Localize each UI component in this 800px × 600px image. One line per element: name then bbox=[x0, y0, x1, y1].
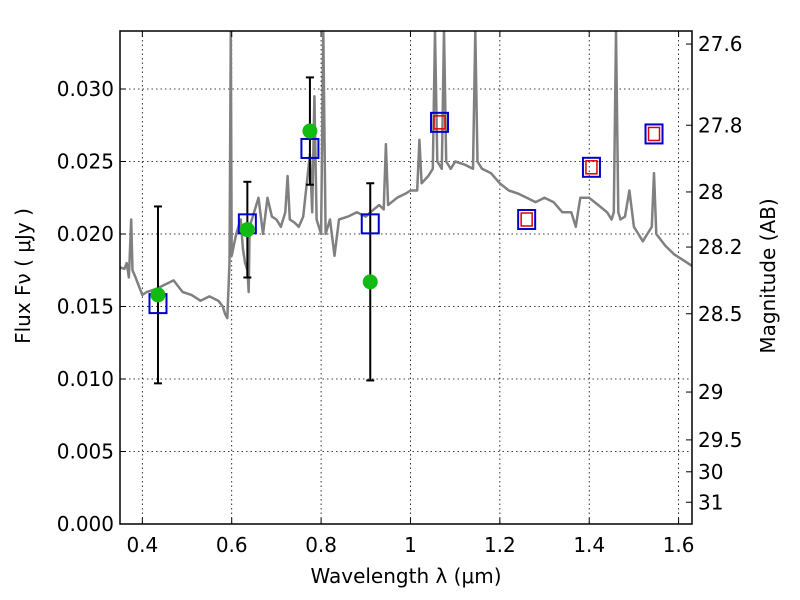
mag-tick-label: 28.2 bbox=[698, 235, 743, 259]
y-tick-label: 0.030 bbox=[57, 77, 114, 101]
mag-tick-label: 28 bbox=[698, 180, 723, 204]
grid bbox=[120, 31, 692, 525]
spectrum-line bbox=[120, 31, 692, 320]
mag-tick-label: 30 bbox=[698, 460, 723, 484]
data-points bbox=[148, 76, 664, 385]
x-axis-label: Wavelength λ (μm) bbox=[310, 564, 501, 588]
observed-point bbox=[239, 222, 255, 238]
mag-tick-label: 27.8 bbox=[698, 113, 743, 137]
x-tick-label: 0.6 bbox=[216, 533, 248, 557]
x-tick-label: 0.8 bbox=[305, 533, 337, 557]
y-tick-label: 0.025 bbox=[57, 150, 114, 174]
observed-point bbox=[150, 287, 166, 303]
x-tick-label: 1 bbox=[404, 533, 417, 557]
photometry-square bbox=[520, 212, 533, 227]
mag-tick-label: 29.5 bbox=[698, 428, 743, 452]
mag-tick-label: 27.6 bbox=[698, 32, 743, 56]
y-tick-label: 0.010 bbox=[57, 367, 114, 391]
mag-tick-label: 31 bbox=[698, 490, 723, 514]
right-axis-label: Magnitude (AB) bbox=[756, 198, 780, 353]
model-square bbox=[517, 209, 537, 230]
y-tick-label: 0.020 bbox=[57, 222, 114, 246]
photometry-square bbox=[647, 126, 661, 142]
model-square bbox=[300, 137, 320, 159]
photometry-square bbox=[433, 115, 446, 130]
mag-tick-label: 29 bbox=[698, 380, 723, 404]
observed-point bbox=[302, 123, 318, 139]
model-square bbox=[360, 213, 380, 235]
y-tick-label: 0.000 bbox=[57, 512, 114, 536]
observed-point bbox=[362, 274, 378, 290]
y-tick-label: 0.005 bbox=[57, 440, 114, 464]
axis-ticks: 0.4 0.6 0.8 1 1.2 1.4 1.6 0.000 0.005 0.010 0.015 0… bbox=[57, 31, 743, 557]
x-tick-label: 1.2 bbox=[484, 533, 516, 557]
x-tick-label: 1.4 bbox=[573, 533, 605, 557]
model-square bbox=[644, 123, 664, 145]
x-tick-label: 0.4 bbox=[126, 533, 158, 557]
plot-frame bbox=[119, 30, 693, 525]
x-tick-label: 1.6 bbox=[663, 533, 695, 557]
mag-tick-label: 28.5 bbox=[698, 302, 743, 326]
spectrum-series bbox=[120, 31, 692, 320]
y-axis-label: Flux Fν ( μJy ) bbox=[11, 208, 35, 344]
photometry-square bbox=[585, 160, 598, 175]
model-square bbox=[430, 111, 450, 133]
y-tick-label: 0.015 bbox=[57, 295, 114, 319]
model-square bbox=[581, 156, 601, 178]
